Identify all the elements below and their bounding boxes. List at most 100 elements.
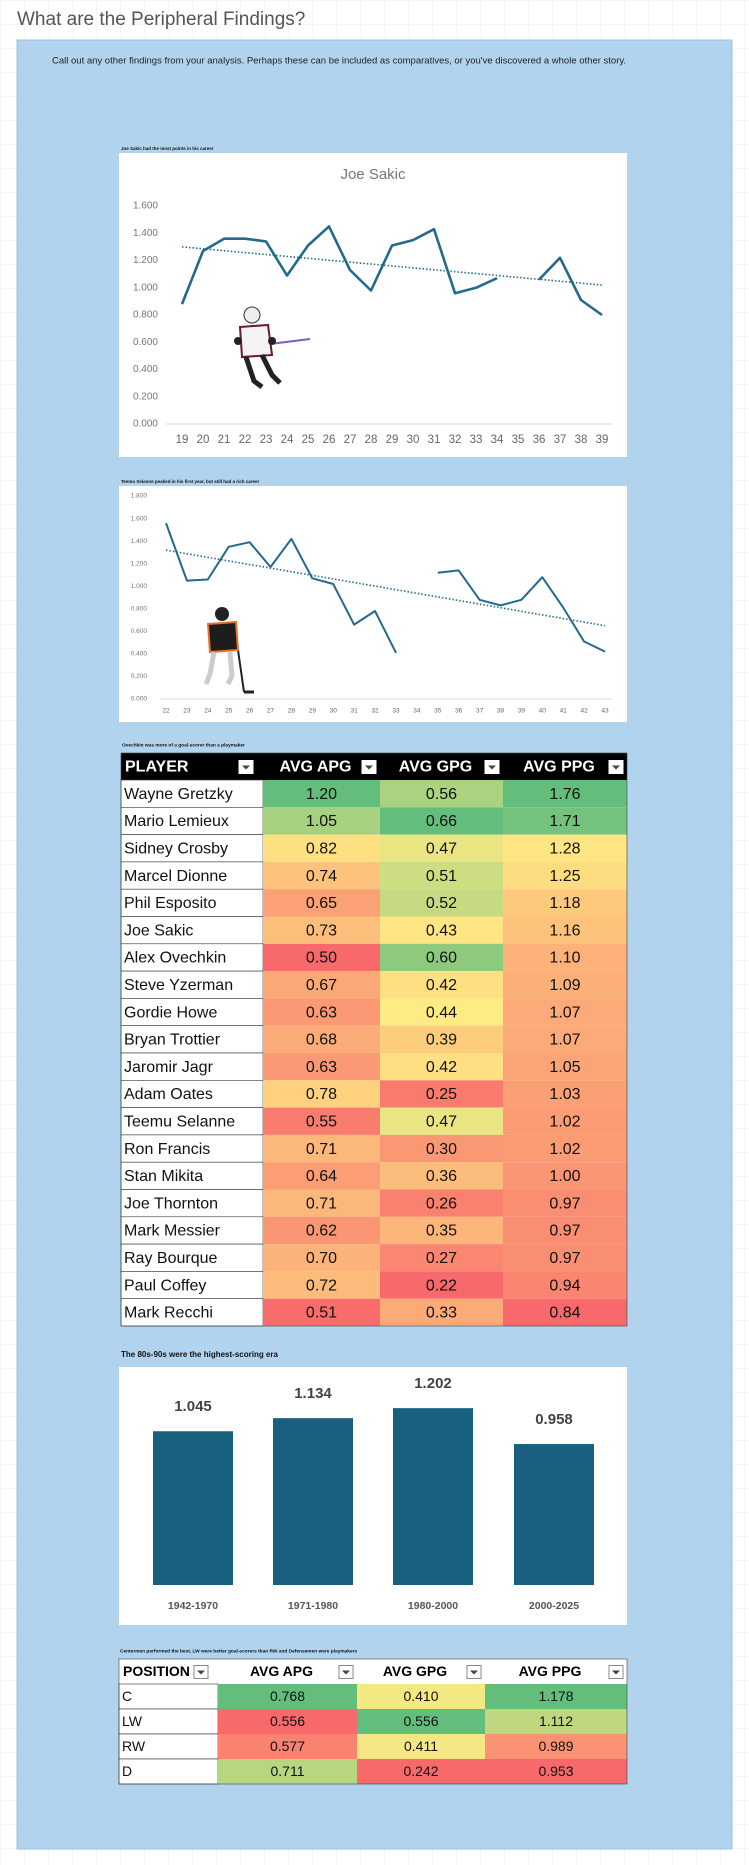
table-border (120, 752, 628, 1327)
table-cell (503, 1189, 627, 1217)
cell-value: 0.36 (426, 1168, 457, 1185)
table-cell (118, 1683, 219, 1710)
column-header: AVG PPG (523, 759, 595, 776)
cell-value: 0.82 (306, 840, 337, 857)
charts: Joe Sakic had the most points in his car… (119, 146, 627, 1625)
cell-value: 0.63 (306, 1004, 337, 1021)
table-cell (263, 1107, 380, 1135)
cell-value: 0.411 (404, 1738, 438, 1754)
table-cell (380, 1107, 503, 1135)
x-tick-label: 35 (434, 708, 442, 715)
table-cell (503, 1271, 627, 1299)
header-cell (263, 753, 380, 780)
data-label: 1.134 (294, 1385, 332, 1402)
y-tick-label: 0.200 (131, 673, 148, 680)
y-tick-label: 0.400 (133, 364, 158, 375)
table-cell (485, 1709, 627, 1734)
filter-arrow (342, 1670, 350, 1675)
cell-value: 1.20 (306, 786, 337, 803)
table-cell (503, 1244, 627, 1272)
x-tick-label: 31 (428, 434, 441, 446)
cell-value: 1.07 (549, 1004, 580, 1021)
x-tick-label: 30 (330, 708, 338, 715)
row-label: C (122, 1688, 132, 1704)
x-tick-label: 28 (365, 434, 378, 446)
cell-value: 1.02 (549, 1141, 580, 1158)
x-tick-label: 31 (351, 708, 359, 715)
table-cell (120, 943, 264, 972)
x-tick-label: 23 (183, 708, 191, 715)
row-label: Joe Thornton (124, 1195, 218, 1212)
cell-value: 0.51 (306, 1305, 337, 1322)
x-tick-label: 28 (288, 708, 296, 715)
cell-value: 0.35 (426, 1223, 457, 1240)
table-cell (380, 1216, 503, 1245)
trendline (181, 246, 603, 286)
header-cell (485, 1659, 627, 1684)
x-tick-label: 19 (176, 434, 189, 446)
cell-value: 0.47 (426, 840, 457, 857)
x-tick-label: 35 (512, 434, 525, 446)
table-cell (263, 834, 380, 862)
table-cell (120, 861, 264, 890)
y-tick-label: 0.000 (133, 419, 158, 430)
y-tick-label: 1.000 (131, 583, 148, 590)
row-label: Ron Francis (124, 1141, 210, 1158)
table-cell (120, 1271, 264, 1300)
line-series (180, 225, 603, 317)
line-series (165, 522, 606, 654)
y-tick-label: 0.200 (133, 391, 158, 402)
table-cell (380, 861, 503, 890)
table-cell (380, 807, 503, 835)
bar (153, 1431, 233, 1585)
table-cell (503, 834, 627, 862)
cell-value: 0.43 (426, 922, 457, 939)
table-cell (357, 1709, 485, 1734)
x-tick-label: 1942-1970 (168, 1600, 218, 1612)
table-cell (503, 1216, 627, 1245)
cell-value: 0.65 (306, 895, 337, 912)
cell-value: 0.97 (549, 1250, 580, 1267)
table-cell (218, 1734, 357, 1759)
cell-value: 0.556 (403, 1713, 438, 1729)
x-tick-label: 27 (267, 708, 275, 715)
cell-value: 0.94 (549, 1277, 580, 1294)
cell-value: 0.26 (426, 1195, 457, 1212)
table-cell (503, 1107, 627, 1135)
table-cell (503, 943, 627, 972)
cell-value: 1.03 (549, 1086, 580, 1103)
table-cell (263, 780, 380, 808)
table-cell (263, 1244, 380, 1272)
x-tick-label: 21 (218, 434, 231, 446)
data-label: 1.202 (414, 1375, 452, 1392)
table-cell (380, 1080, 503, 1108)
row-label: Ray Bourque (124, 1250, 217, 1267)
row-label: Gordie Howe (124, 1004, 217, 1021)
x-tick-label: 20 (197, 434, 210, 446)
table-cell (118, 1758, 219, 1785)
y-tick-label: 0.000 (131, 696, 148, 703)
table-cell (120, 1107, 264, 1136)
table-cell (380, 1189, 503, 1217)
cell-value: 0.63 (306, 1059, 337, 1076)
row-label: LW (122, 1713, 143, 1729)
table-cell (263, 1271, 380, 1299)
cell-value: 1.25 (549, 868, 580, 885)
row-label: Teemu Selanne (124, 1113, 235, 1130)
cell-value: 0.22 (426, 1277, 457, 1294)
table-cell (380, 1244, 503, 1272)
x-tick-label: 1971-1980 (288, 1600, 338, 1612)
x-tick-label: 32 (449, 434, 462, 446)
x-tick-label: 27 (344, 434, 357, 446)
table-cell (263, 807, 380, 835)
table-cell (503, 1053, 627, 1081)
table-cell (380, 916, 503, 944)
row-label: Phil Esposito (124, 895, 217, 912)
x-tick-label: 22 (162, 708, 170, 715)
table-cell (263, 971, 380, 999)
row-label: Sidney Crosby (124, 840, 228, 857)
cell-value: 0.68 (306, 1032, 337, 1049)
data-label: 1.045 (174, 1398, 212, 1415)
cell-value: 0.60 (426, 950, 457, 967)
